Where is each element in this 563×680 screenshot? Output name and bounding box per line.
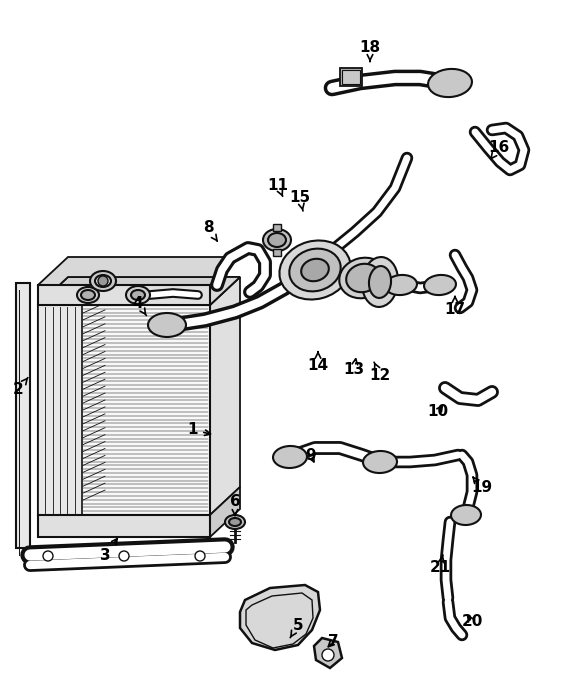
- Bar: [273, 249, 281, 256]
- Ellipse shape: [148, 313, 186, 337]
- Ellipse shape: [289, 249, 341, 291]
- Ellipse shape: [369, 266, 391, 298]
- Polygon shape: [38, 515, 210, 537]
- Ellipse shape: [385, 275, 417, 295]
- Text: 20: 20: [461, 615, 482, 630]
- Bar: [273, 224, 281, 231]
- Ellipse shape: [301, 259, 329, 282]
- Bar: [38, 305, 82, 515]
- Ellipse shape: [428, 69, 472, 97]
- Circle shape: [43, 551, 53, 561]
- Circle shape: [195, 551, 205, 561]
- Text: 18: 18: [359, 41, 381, 61]
- Polygon shape: [38, 305, 210, 515]
- Text: 19: 19: [471, 477, 493, 496]
- Ellipse shape: [131, 290, 145, 300]
- Text: 8: 8: [203, 220, 217, 241]
- Ellipse shape: [268, 233, 286, 247]
- Text: 11: 11: [267, 178, 288, 197]
- Text: 3: 3: [100, 539, 117, 562]
- Ellipse shape: [346, 264, 380, 292]
- Text: 7: 7: [328, 634, 338, 649]
- Text: 2: 2: [12, 377, 28, 398]
- Ellipse shape: [279, 241, 351, 299]
- Ellipse shape: [90, 271, 116, 291]
- Ellipse shape: [451, 505, 481, 525]
- Text: 4: 4: [133, 296, 146, 316]
- Ellipse shape: [126, 286, 150, 304]
- Bar: [342, 70, 360, 84]
- Ellipse shape: [263, 229, 291, 251]
- Ellipse shape: [339, 258, 387, 299]
- Ellipse shape: [273, 446, 307, 468]
- Text: 10: 10: [427, 405, 449, 420]
- Circle shape: [322, 649, 334, 661]
- Text: 6: 6: [230, 494, 240, 515]
- Bar: [340, 68, 362, 86]
- Polygon shape: [210, 277, 240, 515]
- Text: 13: 13: [343, 359, 365, 377]
- Ellipse shape: [81, 290, 95, 300]
- Ellipse shape: [225, 515, 245, 529]
- Polygon shape: [38, 257, 240, 305]
- Text: 21: 21: [430, 555, 450, 575]
- Polygon shape: [38, 277, 240, 305]
- Ellipse shape: [424, 275, 456, 295]
- Text: 5: 5: [290, 617, 303, 638]
- Bar: [16, 283, 30, 548]
- Text: 9: 9: [306, 449, 316, 464]
- Polygon shape: [38, 285, 210, 305]
- Circle shape: [119, 551, 129, 561]
- Ellipse shape: [229, 518, 241, 526]
- Text: 1: 1: [187, 422, 211, 437]
- Ellipse shape: [77, 287, 99, 303]
- Text: 16: 16: [488, 141, 510, 158]
- Ellipse shape: [363, 451, 397, 473]
- Text: 14: 14: [307, 352, 329, 373]
- Polygon shape: [210, 487, 240, 537]
- Polygon shape: [240, 585, 320, 650]
- Ellipse shape: [362, 257, 398, 307]
- Circle shape: [98, 276, 108, 286]
- Text: 15: 15: [289, 190, 311, 211]
- Text: 17: 17: [444, 296, 466, 318]
- Ellipse shape: [95, 275, 111, 287]
- Text: 12: 12: [369, 362, 391, 382]
- Polygon shape: [314, 638, 342, 668]
